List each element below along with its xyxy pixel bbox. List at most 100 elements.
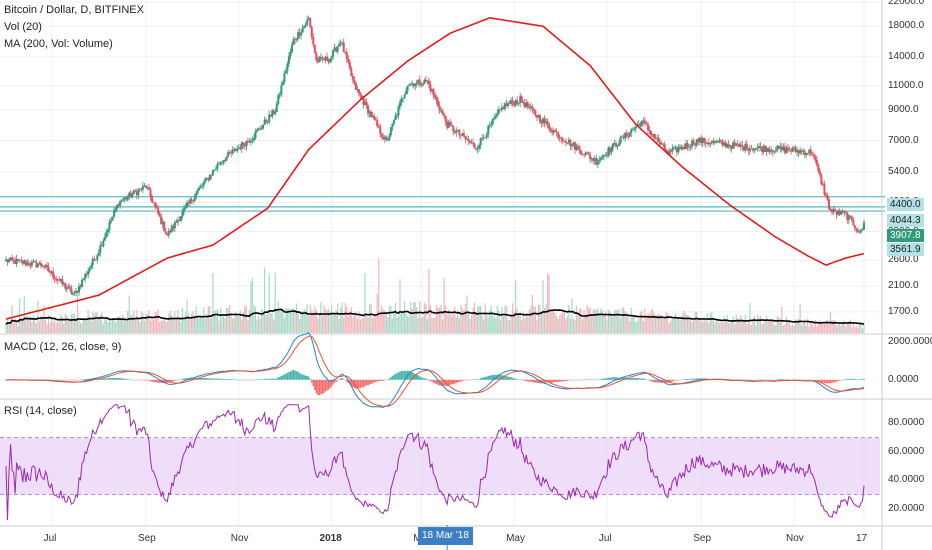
- candle-body: [211, 170, 214, 176]
- candle-body: [695, 139, 698, 146]
- volume-bar: [194, 317, 196, 333]
- volume-bar: [565, 319, 567, 333]
- volume-bar: [861, 328, 864, 333]
- candle-body: [55, 279, 58, 280]
- volume-bar: [718, 322, 721, 333]
- macd-histogram-bar: [55, 379, 57, 381]
- volume-bar: [618, 309, 620, 333]
- macd-histogram-bar: [250, 379, 252, 381]
- volume-bar: [127, 310, 129, 333]
- macd-histogram-bar: [598, 379, 600, 380]
- macd-histogram-bar: [256, 379, 258, 380]
- candle-body: [23, 260, 26, 264]
- candle-body: [633, 128, 636, 130]
- macd-histogram-bar: [408, 370, 410, 380]
- volume-bar: [451, 316, 453, 333]
- volume-bar: [180, 321, 182, 333]
- macd-histogram-bar: [472, 379, 474, 381]
- volume-bar: [852, 322, 854, 333]
- candle-body: [628, 133, 631, 137]
- macd-histogram-bar: [373, 379, 375, 383]
- candle-body: [735, 143, 738, 146]
- candle-body: [306, 19, 309, 25]
- y-tick-label: 0.0000: [888, 373, 919, 385]
- volume-bar: [689, 320, 692, 333]
- candle-body: [408, 84, 411, 86]
- volume-bar: [31, 321, 33, 333]
- candle-body: [263, 119, 266, 125]
- candle-body: [650, 130, 653, 136]
- volume-bar: [362, 318, 365, 333]
- candle-body: [793, 147, 796, 149]
- candle-body: [476, 148, 479, 150]
- candle-body: [624, 132, 627, 139]
- volume-bar: [513, 311, 515, 333]
- macd-histogram-bar: [260, 379, 263, 380]
- volume-bar: [181, 307, 184, 333]
- candle-body: [388, 135, 391, 140]
- volume-bar: [148, 310, 150, 333]
- volume-bar: [537, 304, 540, 333]
- candle-body: [516, 100, 519, 104]
- volume-bar: [414, 302, 416, 333]
- candle-body: [569, 139, 572, 147]
- candle-body: [712, 140, 715, 143]
- macd-histogram-bar: [270, 378, 272, 380]
- volume-bar: [839, 323, 841, 333]
- candle-body: [324, 56, 327, 61]
- macd-histogram-bar: [467, 379, 470, 381]
- macd-histogram-bar: [85, 378, 88, 380]
- macd-histogram-bar: [590, 379, 593, 381]
- volume-bar: [327, 308, 330, 333]
- volume-bar: [691, 321, 693, 333]
- candle-body: [526, 102, 529, 108]
- candle-body: [552, 130, 555, 133]
- candle-body: [657, 137, 660, 143]
- candle-body: [435, 97, 438, 101]
- macd-histogram-bar: [148, 379, 150, 381]
- macd-histogram-bar: [117, 378, 120, 380]
- time-cursor-badge: 18 Mar '18: [418, 527, 473, 545]
- candle-body: [859, 230, 862, 233]
- volume-bar: [340, 307, 342, 333]
- volume-bar: [693, 320, 695, 333]
- macd-histogram-bar: [627, 377, 629, 380]
- macd-histogram-bar: [583, 379, 585, 381]
- candle-body: [8, 259, 11, 262]
- candle-body: [207, 178, 210, 181]
- macd-histogram-bar: [133, 379, 135, 381]
- macd-histogram-bar: [364, 379, 366, 387]
- candle-body: [243, 145, 246, 147]
- candle-body: [660, 143, 663, 145]
- volume-bar: [734, 324, 736, 333]
- candle-body: [434, 95, 436, 98]
- macd-histogram-bar: [394, 373, 397, 380]
- macd-histogram-bar: [84, 378, 86, 380]
- candle-body: [397, 106, 400, 116]
- macd-histogram-bar: [597, 379, 599, 381]
- volume-bar: [452, 310, 454, 333]
- volume-bar: [802, 322, 804, 333]
- macd-histogram-bar: [409, 371, 412, 380]
- volume-bar: [222, 316, 225, 333]
- macd-histogram-bar: [288, 371, 290, 380]
- candle-body: [201, 185, 204, 187]
- candle-body: [622, 136, 625, 139]
- macd-histogram-bar: [635, 378, 637, 380]
- macd-histogram-bar: [225, 379, 228, 380]
- macd-histogram-bar: [496, 374, 499, 380]
- macd-histogram-bar: [370, 379, 372, 384]
- volume-bar: [773, 324, 775, 333]
- candle-body: [596, 161, 599, 165]
- candle-body: [723, 142, 726, 146]
- candle-body: [103, 236, 106, 241]
- macd-histogram-bar: [513, 378, 515, 380]
- candle-body: [615, 143, 618, 147]
- macd-histogram-bar: [365, 379, 368, 386]
- candle-body: [578, 147, 581, 151]
- macd-histogram-bar: [304, 375, 307, 380]
- candle-body: [131, 194, 134, 198]
- candle-body: [602, 155, 605, 157]
- candle-body: [90, 265, 93, 269]
